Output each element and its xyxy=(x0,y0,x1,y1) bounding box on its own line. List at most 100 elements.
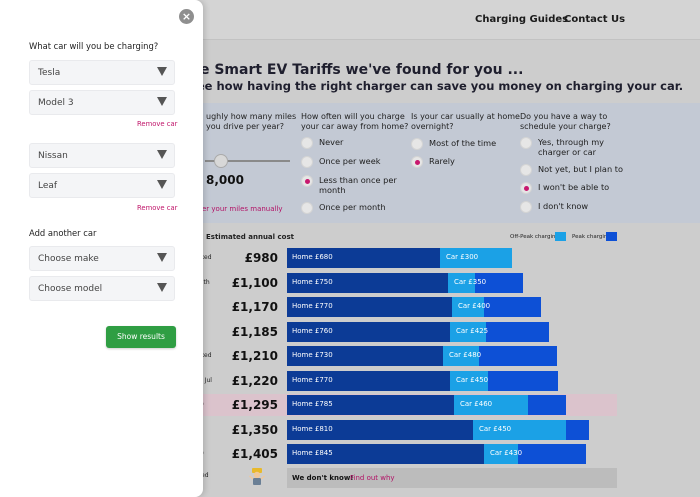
radio-once-per-month[interactable]: Once per month xyxy=(301,202,386,214)
q4-label: Do you have a way to schedule your charge… xyxy=(520,112,611,131)
chevron-down-icon xyxy=(157,67,167,76)
car-offpeak-bar xyxy=(484,444,518,464)
page-headline: he Smart EV Tariffs we've found for you … xyxy=(190,62,524,78)
shrug-mascot-icon xyxy=(249,468,265,485)
unknown-cost-row xyxy=(287,468,617,488)
home-cost-bar: Home £730 xyxy=(287,346,443,366)
panel-title: What car will you be charging? xyxy=(29,41,159,51)
home-cost-bar: Home £770 xyxy=(287,371,450,391)
remove-car1-link[interactable]: Remove car xyxy=(137,120,178,128)
home-cost-label: Home £785 xyxy=(292,400,333,408)
miles-value: 8,000 xyxy=(206,173,244,187)
radio-rarely[interactable]: Rarely xyxy=(411,156,455,168)
legend-peak-label: Peak charging xyxy=(572,234,611,240)
home-cost-label: Home £845 xyxy=(292,449,333,457)
radio-not-yet-plan-to[interactable]: Not yet, but I plan to xyxy=(520,164,623,176)
q2-label: How often will you charge your car away f… xyxy=(301,112,409,131)
questions-panel xyxy=(190,103,700,223)
car-cost-label: Car £350 xyxy=(454,278,487,286)
home-cost-label: Home £750 xyxy=(292,278,333,286)
car-cost-label: Car £450 xyxy=(456,376,489,384)
remove-car2-link[interactable]: Remove car xyxy=(137,204,178,212)
tariff-row-label: Fixed xyxy=(196,352,212,359)
page-subline: see how having the right charger can sav… xyxy=(190,79,684,93)
car-cost-label: Car £400 xyxy=(458,302,491,310)
choose-model-placeholder: Choose model xyxy=(38,284,103,294)
miles-slider-track[interactable] xyxy=(205,160,290,162)
tariff-price: £1,100 xyxy=(231,276,278,290)
car-peak-bar xyxy=(488,371,558,391)
home-cost-label: Home £810 xyxy=(292,425,333,433)
choose-make-placeholder: Choose make xyxy=(38,254,99,264)
radio-most-of-the-time[interactable]: Most of the time xyxy=(411,138,496,150)
tariff-price: £1,350 xyxy=(231,423,278,437)
radio-less-than-once-per-month[interactable]: Less than once per month xyxy=(301,175,397,195)
legend-offpeak-swatch xyxy=(555,232,566,241)
radio-wont-be-able-to[interactable]: I won't be able to xyxy=(520,182,609,194)
car-cost-label: Car £460 xyxy=(460,400,493,408)
car-peak-bar xyxy=(566,420,589,440)
radio-once-per-week[interactable]: Once per week xyxy=(301,156,381,168)
home-cost-bar: Home £750 xyxy=(287,273,448,293)
car-offpeak-bar xyxy=(443,346,479,366)
car-cost-label: Car £430 xyxy=(490,449,523,457)
home-cost-label: Home £730 xyxy=(292,351,333,359)
car-offpeak-bar xyxy=(454,395,528,415)
car-offpeak-bar xyxy=(473,420,566,440)
car-peak-bar xyxy=(484,297,541,317)
chevron-down-icon xyxy=(157,283,167,292)
nav-contact-us[interactable]: Contact Us xyxy=(564,14,626,25)
tariff-price: £1,210 xyxy=(231,349,278,363)
car-selection-panel: × What car will you be charging? Tesla M… xyxy=(0,0,203,497)
find-out-why-link[interactable]: Find out why xyxy=(350,474,395,482)
home-cost-bar: Home £810 xyxy=(287,420,473,440)
tariff-price: £1,405 xyxy=(231,447,278,461)
home-cost-label: Home £770 xyxy=(292,376,333,384)
radio-yes-through-charger[interactable]: Yes, through my charger or car xyxy=(520,137,604,157)
q1-label: ughly how many miles you drive per year? xyxy=(206,112,297,131)
tariff-row-label: es Jul xyxy=(196,377,212,384)
car1-make-select[interactable]: Tesla xyxy=(29,60,175,85)
home-cost-bar: Home £760 xyxy=(287,322,450,342)
chevron-down-icon xyxy=(157,180,167,189)
car2-model-value: Leaf xyxy=(38,181,58,191)
choose-make-select[interactable]: Choose make xyxy=(29,246,175,271)
car-peak-bar xyxy=(479,346,557,366)
close-icon[interactable]: × xyxy=(179,9,194,24)
home-cost-bar: Home £770 xyxy=(287,297,452,317)
home-cost-bar: Home £680 xyxy=(287,248,440,268)
car-peak-bar xyxy=(475,273,523,293)
enter-miles-manually-link[interactable]: er your miles manually xyxy=(202,205,283,213)
car1-model-select[interactable]: Model 3 xyxy=(29,90,175,115)
car-cost-label: Car £480 xyxy=(449,351,482,359)
tariff-row-label: Fixed xyxy=(196,254,212,261)
tariff-price: £980 xyxy=(244,251,278,265)
car1-make-value: Tesla xyxy=(38,68,61,78)
radio-never[interactable]: Never xyxy=(301,137,343,149)
chevron-down-icon xyxy=(157,150,167,159)
car2-make-value: Nissan xyxy=(38,151,68,161)
tariff-price: £1,185 xyxy=(231,325,278,339)
car2-model-select[interactable]: Leaf xyxy=(29,173,175,198)
tariff-price: £1,220 xyxy=(231,374,278,388)
q3-label: Is your car usually at home overnight? xyxy=(411,112,520,131)
home-cost-bar: Home £785 xyxy=(287,395,454,415)
chevron-down-icon xyxy=(157,253,167,262)
car-peak-bar xyxy=(518,444,586,464)
legend-peak-swatch xyxy=(606,232,617,241)
car1-model-value: Model 3 xyxy=(38,98,74,108)
car-offpeak-bar xyxy=(448,273,475,293)
car-offpeak-bar xyxy=(450,322,486,342)
nav-charging-guides[interactable]: Charging Guides xyxy=(475,14,569,25)
choose-model-select[interactable]: Choose model xyxy=(29,276,175,301)
tariff-price: £1,295 xyxy=(231,398,278,412)
car-cost-label: Car £425 xyxy=(456,327,489,335)
tariff-price: £1,170 xyxy=(231,300,278,314)
radio-dont-know[interactable]: I don't know xyxy=(520,201,588,213)
miles-slider-handle[interactable] xyxy=(214,154,228,168)
car2-make-select[interactable]: Nissan xyxy=(29,143,175,168)
home-cost-label: Home £770 xyxy=(292,302,333,310)
show-results-button[interactable]: Show results xyxy=(106,326,176,348)
car-offpeak-bar xyxy=(452,297,484,317)
unknown-cost-text: We don't know! xyxy=(292,474,354,482)
